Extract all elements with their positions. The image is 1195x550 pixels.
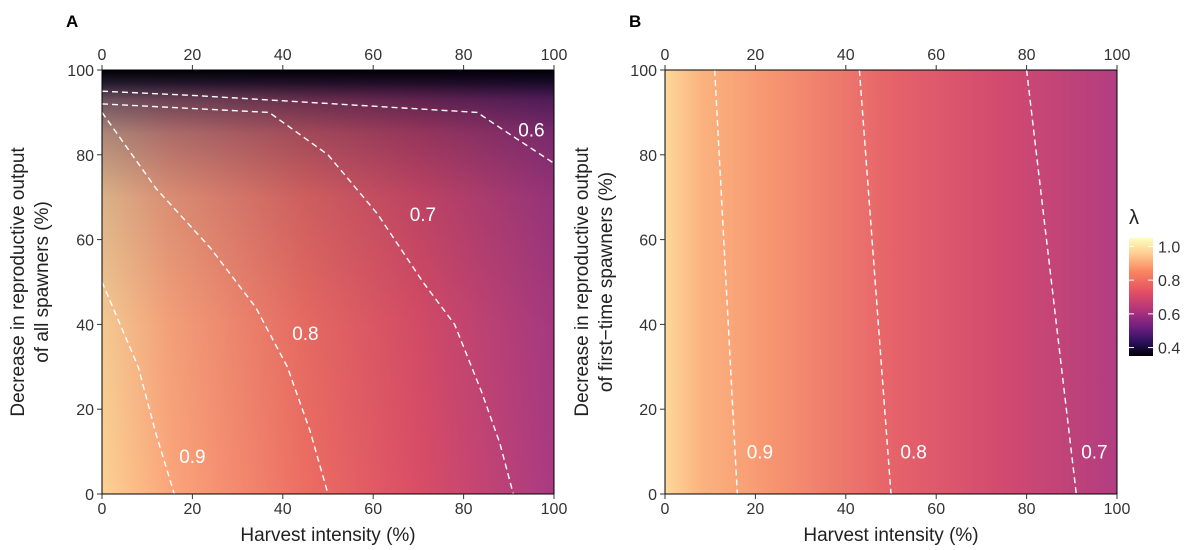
panel-b-y-tick-label: 80 <box>639 148 657 165</box>
panel-b-y-axis-title-line1: Decrease in reproductive output <box>572 147 593 417</box>
panel-a-contours: 0.9 0.8 0.7 0.6 <box>101 90 555 495</box>
panel-a-y-axis-title-line2: of all spawners (%) <box>32 201 53 363</box>
panel-a-top-tick-label: 20 <box>184 47 202 64</box>
panel-b-top-tick-label: 0 <box>661 47 670 64</box>
panel-a-y-tick-label: 40 <box>76 317 94 334</box>
panel-b-contour-label: 0.7 <box>1081 443 1107 464</box>
panel-a-x-tick-label: 100 <box>541 501 568 518</box>
panel-b-x-tick-label: 0 <box>661 501 670 518</box>
legend-tick-label: 0.8 <box>1158 273 1180 290</box>
panel-a-y-tick-label: 100 <box>67 63 94 80</box>
panel-b-y-tick-label: 100 <box>630 63 657 80</box>
panel-a-x-tick-label: 0 <box>98 501 107 518</box>
panel-a-x-tick-label: 80 <box>455 501 473 518</box>
panel-a-contour-label: 0.7 <box>410 205 436 226</box>
panel-a-x-tick-label: 60 <box>364 501 382 518</box>
panel-a-y-axis-title-line1: Decrease in reproductive output <box>8 147 29 417</box>
panel-a-label: A <box>66 12 78 31</box>
panel-b-frame <box>664 69 1118 495</box>
legend-ticks: 1.0 0.8 0.6 0.4 <box>1129 239 1180 358</box>
panel-a-y-tick-label: 80 <box>76 148 94 165</box>
panel-b-x-tick-label: 80 <box>1018 501 1036 518</box>
panel-a-contour-0.9 <box>101 281 175 495</box>
panel-b-top-tick-label: 40 <box>837 47 855 64</box>
panel-a-y-tick-label: 0 <box>85 487 94 504</box>
panel-b-contour-0.8 <box>858 69 892 495</box>
legend-tick-label: 1.0 <box>1158 239 1180 256</box>
panel-b-y-tick-label: 40 <box>639 317 657 334</box>
panel-a-contour-0.8 <box>101 111 329 495</box>
panel-a-x-tick-label: 20 <box>184 501 202 518</box>
panel-b-contours: 0.9 0.8 0.7 <box>714 69 1108 495</box>
legend: λ 1.0 0.8 0.6 0.4 <box>1129 207 1180 358</box>
panel-a-contour-label: 0.8 <box>292 324 318 345</box>
panel-a-frame <box>101 69 555 495</box>
panel-b-y-axis-title-line2: of first−time spawners (%) <box>596 172 617 392</box>
panel-b-y-tick-label: 20 <box>639 402 657 419</box>
panel-a-contour-0.6 <box>101 90 555 164</box>
panel-b-top-tick-label: 60 <box>927 47 945 64</box>
panel-a-top-tick-label: 60 <box>364 47 382 64</box>
panel-b-y-tick-label: 0 <box>648 487 657 504</box>
panel-a-contour-label: 0.9 <box>179 447 205 468</box>
panel-b-top-tick-label: 80 <box>1018 47 1036 64</box>
panel-b-top-tick-label: 100 <box>1104 47 1131 64</box>
legend-tick-label: 0.4 <box>1158 341 1180 358</box>
panel-b-x-tick-label: 100 <box>1104 501 1131 518</box>
panel-b-label: B <box>629 12 641 31</box>
panel-a-y-tick-label: 60 <box>76 233 94 250</box>
panel-a-top-tick-label: 40 <box>274 47 292 64</box>
panel-b-x-axis-title: Harvest intensity (%) <box>803 525 978 546</box>
panel-a-x-tick-label: 40 <box>274 501 292 518</box>
panel-a-top-tick-label: 0 <box>98 47 107 64</box>
panel-a-top-tick-label: 80 <box>455 47 473 64</box>
panel-a-y-tick-label: 20 <box>76 402 94 419</box>
panel-a-contour-label: 0.6 <box>518 120 544 141</box>
legend-tick-label: 0.6 <box>1158 307 1180 324</box>
panel-a-heatmap-shading <box>102 70 554 494</box>
panel-b-heatmap <box>665 70 1117 494</box>
panel-b-top-tick-label: 20 <box>747 47 765 64</box>
panel-b-contour-0.7 <box>1025 69 1077 495</box>
legend-title: λ <box>1129 207 1139 229</box>
legend-colorbar <box>1129 238 1153 356</box>
panel-a-x-axis-title: Harvest intensity (%) <box>240 525 415 546</box>
panel-b-y-tick-label: 60 <box>639 233 657 250</box>
panel-b-x-tick-label: 20 <box>747 501 765 518</box>
panel-b-contour-label: 0.8 <box>900 443 926 464</box>
panel-b-contour-label: 0.9 <box>747 443 773 464</box>
panel-a-top-tick-label: 100 <box>541 47 568 64</box>
panel-b-contour-0.9 <box>714 69 738 495</box>
panel-a-contour-0.7 <box>101 103 514 495</box>
panel-b-x-tick-label: 40 <box>837 501 855 518</box>
panel-b-x-tick-label: 60 <box>927 501 945 518</box>
